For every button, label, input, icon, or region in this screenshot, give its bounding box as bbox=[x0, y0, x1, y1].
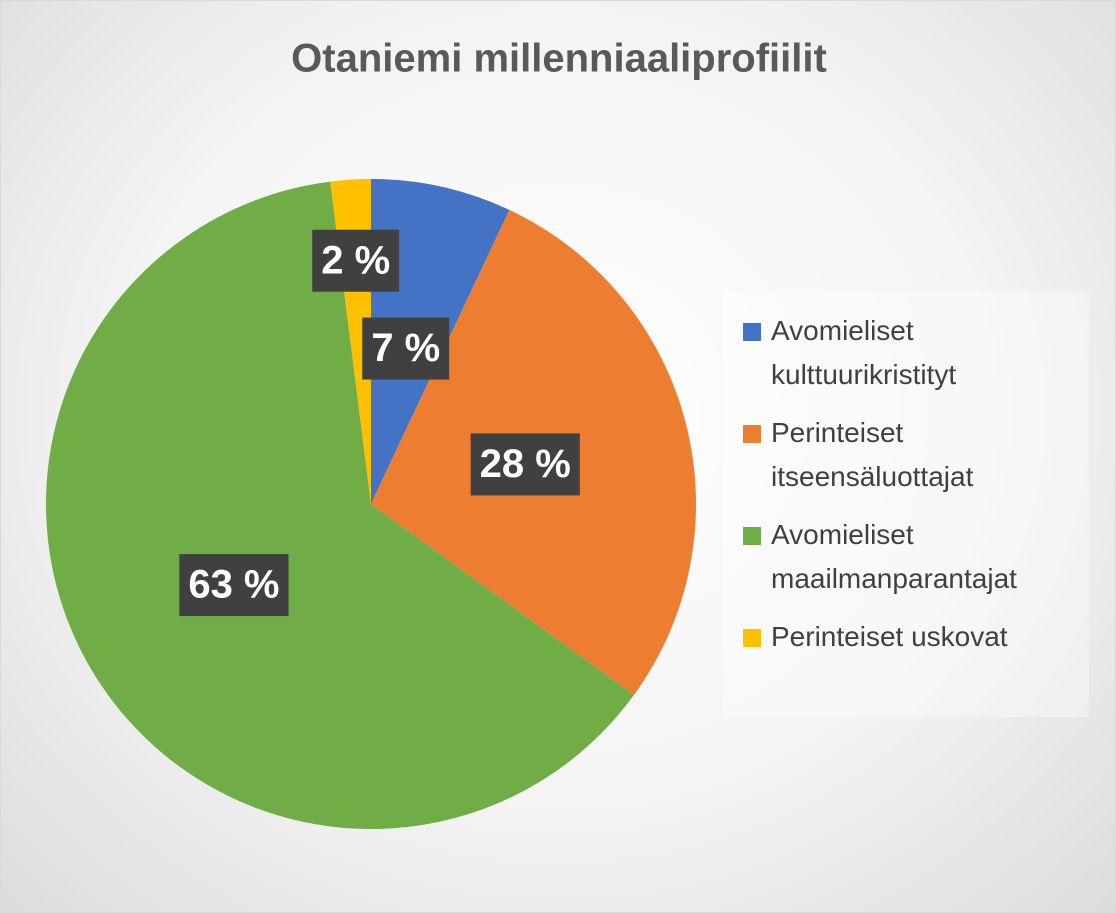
legend: Avomieliset kulttuurikristityt Perinteise… bbox=[723, 291, 1089, 717]
data-label: 63 % bbox=[179, 554, 289, 617]
legend-label: Avomieliset maailmanparantajat bbox=[771, 519, 1017, 594]
legend-swatch bbox=[743, 527, 761, 545]
legend-swatch bbox=[743, 629, 761, 647]
pie-slice bbox=[46, 181, 634, 829]
legend-label: Avomieliset kulttuurikristityt bbox=[771, 315, 957, 390]
data-label-box bbox=[312, 229, 400, 292]
data-label-box bbox=[470, 433, 580, 496]
legend-entry: Perinteiset itseensäluottajat bbox=[743, 411, 1079, 499]
legend-entry: Perinteiset uskovat bbox=[743, 615, 1079, 659]
legend-entry: Avomieliset maailmanparantajat bbox=[743, 513, 1079, 601]
data-label-box bbox=[179, 554, 289, 617]
data-label: 7 % bbox=[362, 317, 450, 380]
data-label-text: 28 % bbox=[480, 442, 571, 486]
data-label: 28 % bbox=[470, 433, 580, 496]
chart-title: Otaniemi millenniaaliprofiilit bbox=[291, 37, 827, 81]
data-label-text: 63 % bbox=[188, 563, 279, 607]
legend-swatch bbox=[743, 425, 761, 443]
legend-label: Perinteiset uskovat bbox=[771, 621, 1008, 652]
data-label: 2 % bbox=[312, 229, 400, 292]
legend-label: Perinteiset itseensäluottajat bbox=[771, 417, 974, 492]
legend-entry: Avomieliset kulttuurikristityt bbox=[743, 309, 1079, 397]
data-label-text: 2 % bbox=[321, 238, 390, 282]
data-label-text: 7 % bbox=[371, 326, 440, 370]
data-label-box bbox=[362, 317, 450, 380]
legend-swatch bbox=[743, 323, 761, 341]
